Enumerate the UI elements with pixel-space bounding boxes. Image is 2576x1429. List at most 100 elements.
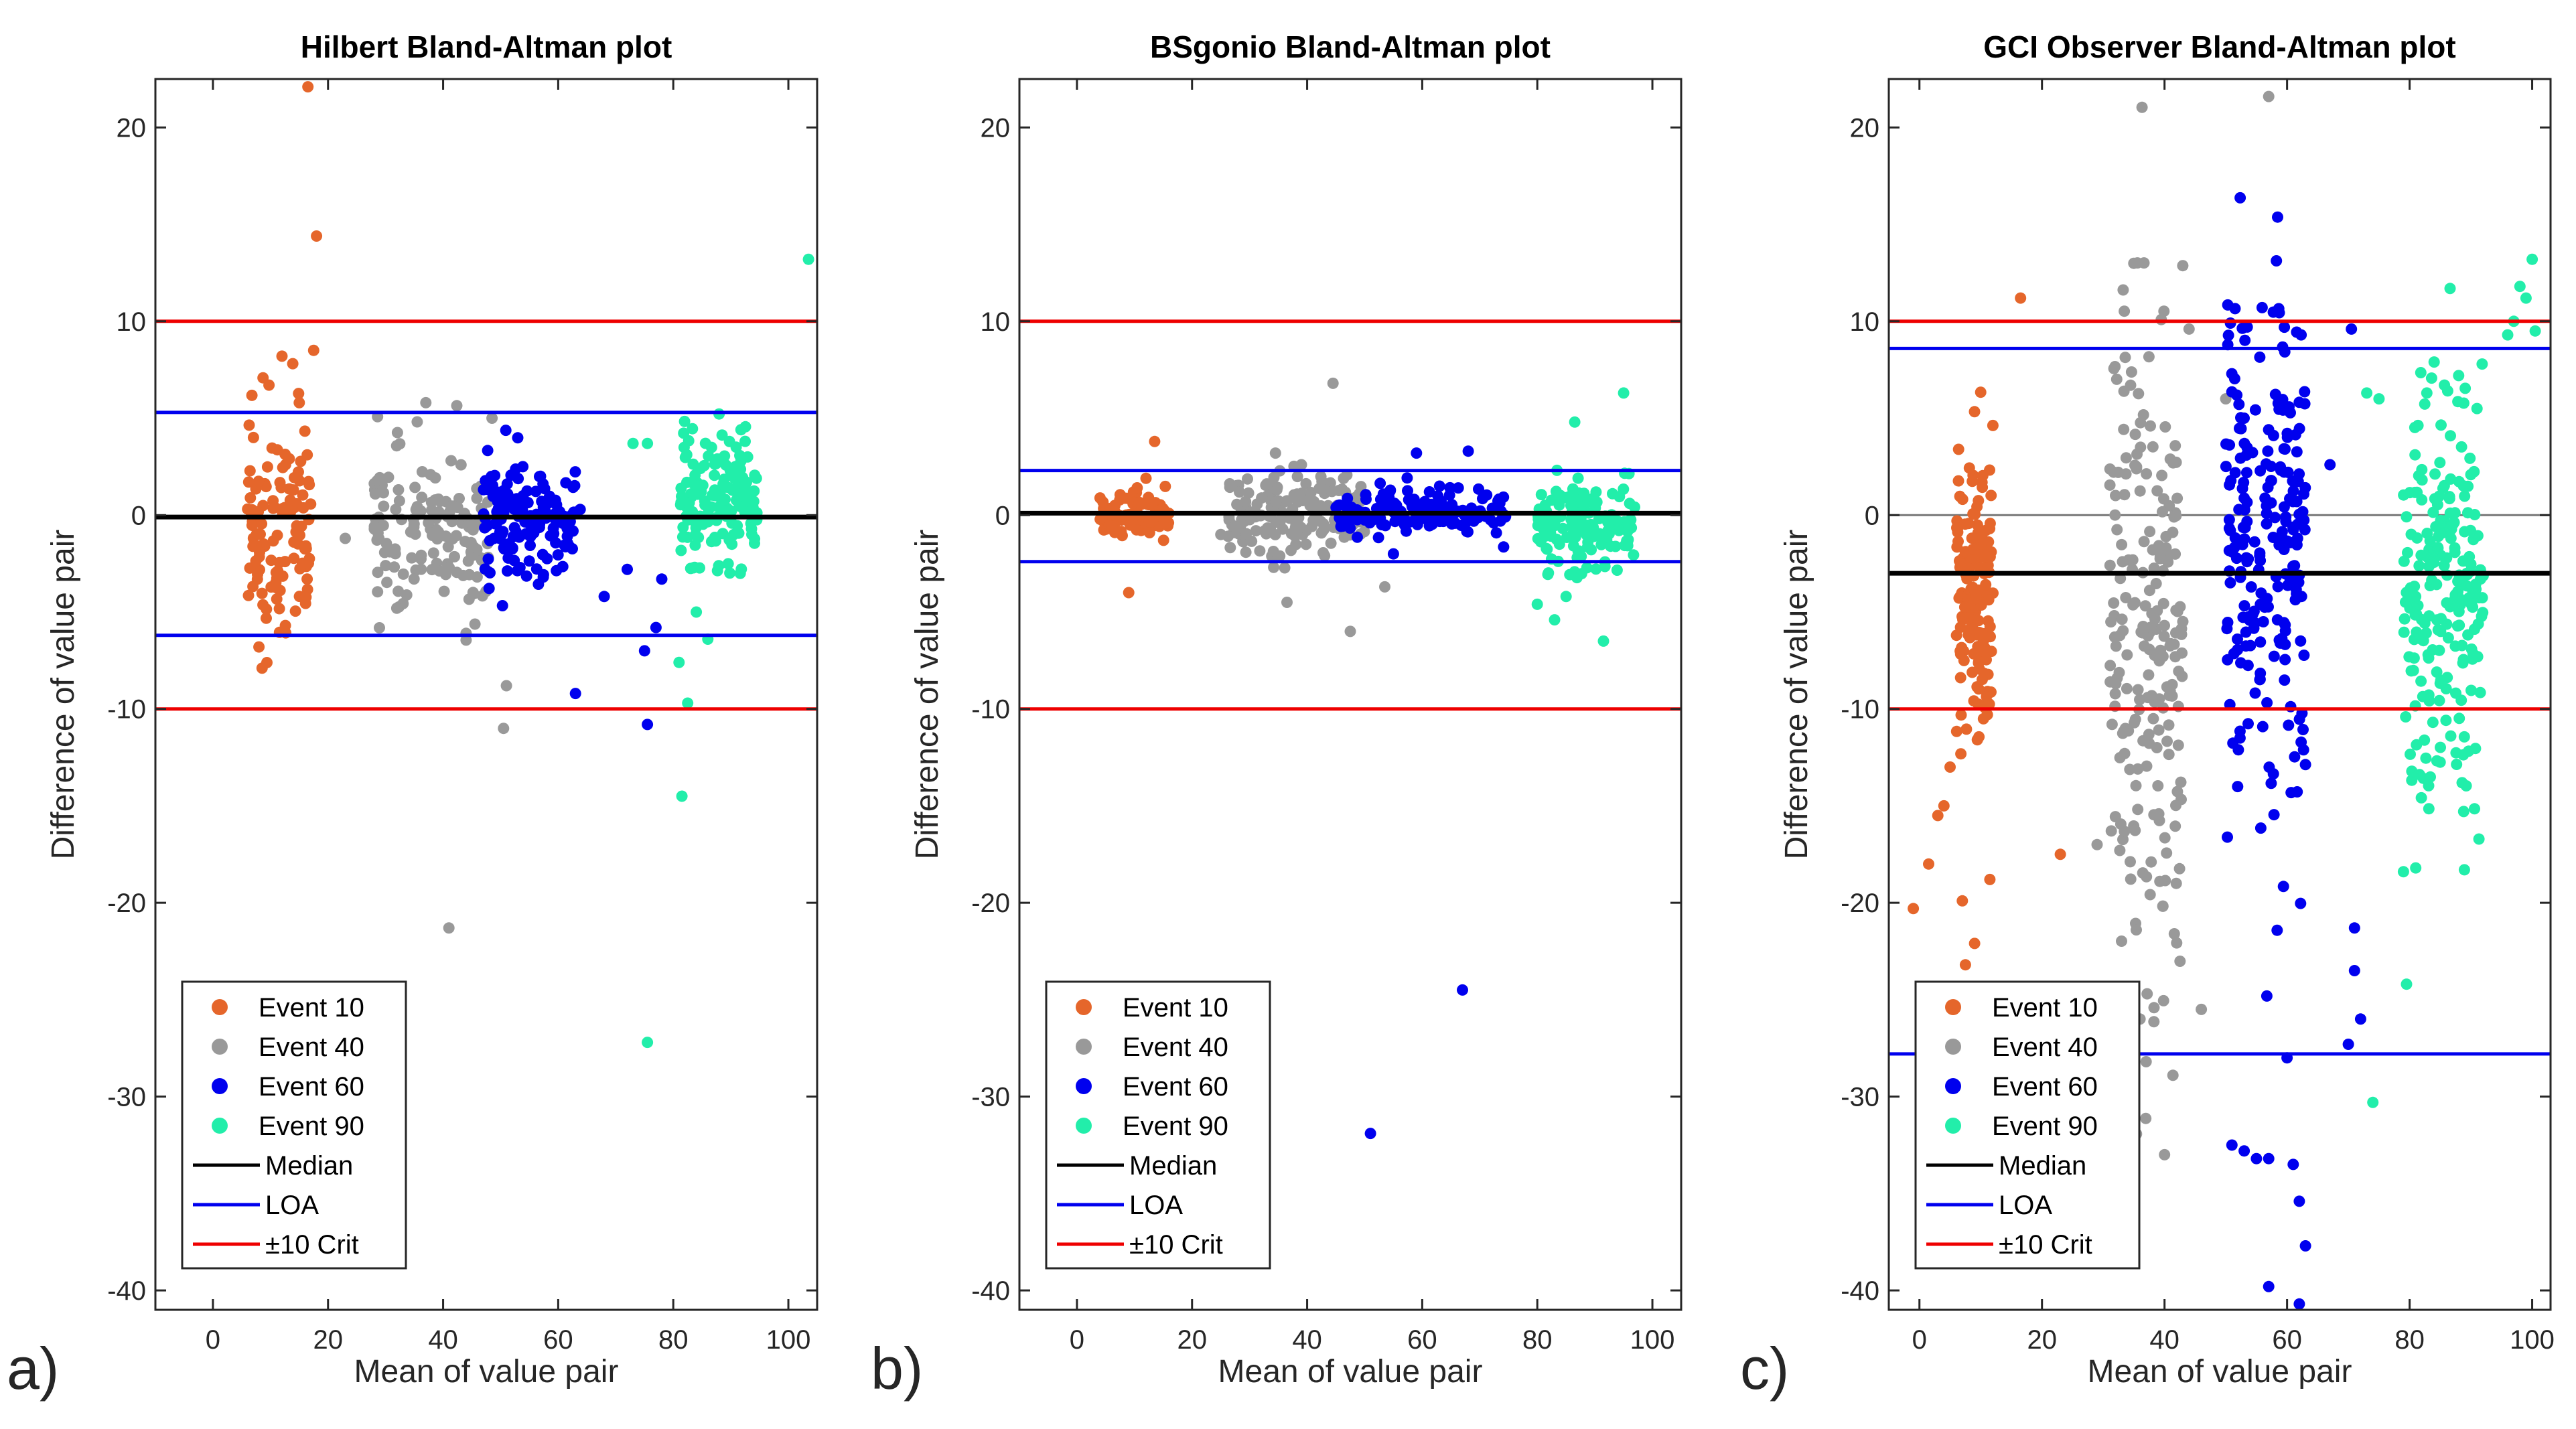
data-point	[2220, 438, 2232, 450]
data-point	[256, 587, 268, 599]
data-point	[501, 495, 513, 507]
data-point	[734, 567, 746, 579]
data-point	[2111, 524, 2123, 536]
data-point	[409, 481, 421, 494]
data-point	[2299, 524, 2311, 536]
data-point-outlier	[2410, 862, 2422, 874]
data-point	[1271, 483, 1283, 496]
data-point	[247, 581, 259, 593]
data-point	[2405, 748, 2416, 760]
panel-label: a)	[7, 1335, 59, 1402]
data-point	[2153, 724, 2165, 736]
data-point	[1553, 499, 1565, 511]
data-point	[512, 432, 524, 444]
data-point	[2465, 524, 2476, 536]
data-point	[2223, 522, 2235, 534]
data-point	[273, 603, 285, 615]
data-point	[427, 547, 439, 559]
data-point	[679, 451, 691, 463]
data-point	[455, 459, 467, 471]
data-point	[2285, 700, 2297, 712]
data-point	[2248, 622, 2260, 634]
data-point	[1291, 471, 1303, 483]
data-point	[2129, 717, 2140, 729]
data-point-outlier	[1944, 761, 1956, 773]
data-point	[2117, 556, 2129, 568]
data-point	[2295, 736, 2307, 748]
legend-label: ±10 Crit	[265, 1230, 359, 1260]
data-point	[1962, 629, 1975, 641]
legend-marker-event60	[1945, 1078, 1961, 1094]
data-point	[1560, 492, 1572, 504]
data-point	[1352, 531, 1363, 543]
data-point	[2249, 687, 2261, 699]
data-point	[2109, 361, 2121, 372]
data-point	[524, 540, 536, 551]
data-point	[2415, 675, 2427, 687]
y-tick-label: 10	[1850, 307, 1880, 337]
data-point	[250, 540, 262, 552]
data-point	[371, 534, 383, 546]
data-point	[2143, 644, 2155, 656]
legend-marker-event60	[1076, 1078, 1092, 1094]
x-tick-label: 20	[1177, 1325, 1207, 1355]
data-point-outlier	[2428, 356, 2440, 368]
data-point	[2402, 546, 2413, 558]
data-point	[2169, 820, 2181, 832]
data-point	[2279, 654, 2291, 666]
data-point	[720, 459, 732, 471]
data-point	[392, 585, 405, 597]
data-point	[1452, 482, 1464, 494]
data-point	[1447, 516, 1459, 528]
data-point	[2143, 351, 2155, 363]
data-point	[2276, 526, 2288, 538]
data-point	[2456, 575, 2468, 587]
data-point	[2222, 831, 2233, 843]
data-point	[1342, 492, 1354, 504]
data-point	[2119, 826, 2131, 837]
data-point	[2148, 1002, 2160, 1014]
data-point	[2261, 990, 2273, 1002]
data-point	[2425, 372, 2437, 384]
data-point	[2242, 660, 2254, 672]
data-point	[2476, 358, 2488, 370]
data-point	[2119, 305, 2131, 317]
data-point	[2144, 889, 2156, 901]
data-point	[1975, 538, 1987, 550]
y-tick-label: -40	[971, 1276, 1010, 1306]
data-point	[405, 526, 417, 538]
panel-label: c)	[1740, 1335, 1789, 1402]
data-point	[2233, 398, 2245, 410]
data-point-outlier	[2348, 965, 2360, 976]
data-point	[2458, 864, 2470, 876]
data-point	[256, 518, 268, 530]
data-point	[676, 490, 687, 502]
data-point-outlier	[460, 627, 472, 640]
data-point	[2263, 601, 2274, 613]
data-point	[425, 469, 437, 481]
data-point	[512, 565, 523, 577]
data-point	[1611, 565, 1623, 576]
series-event-90	[627, 253, 814, 1049]
data-point	[1955, 748, 1967, 760]
y-tick-label: -40	[107, 1276, 146, 1306]
data-point	[2132, 804, 2144, 816]
data-point-outlier	[2342, 1039, 2354, 1050]
data-point	[2472, 651, 2484, 663]
data-point	[549, 496, 561, 508]
data-point	[2238, 437, 2250, 449]
data-point	[552, 549, 564, 561]
data-point	[749, 469, 761, 481]
y-tick-label: -20	[107, 889, 146, 918]
data-point	[2155, 313, 2167, 325]
data-point	[300, 542, 312, 554]
data-point	[1625, 514, 1637, 526]
data-point	[2255, 822, 2267, 834]
data-point	[381, 577, 393, 589]
legend-marker-event90	[1945, 1118, 1961, 1134]
data-point	[2448, 516, 2460, 528]
data-point	[2151, 485, 2163, 497]
data-point	[1374, 477, 1386, 490]
data-point-outlier	[2293, 1195, 2305, 1207]
data-point	[1097, 496, 1109, 508]
